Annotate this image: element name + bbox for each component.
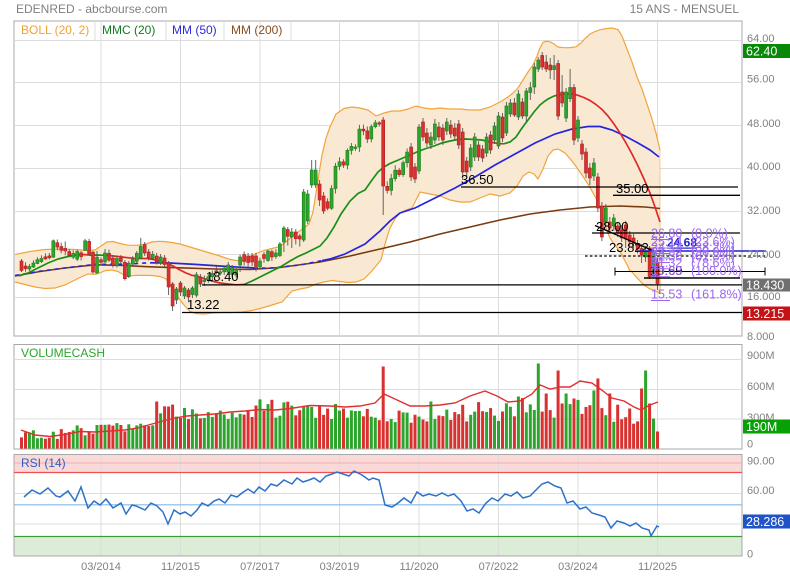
svg-text:60.00: 60.00 — [747, 485, 775, 497]
svg-text:32.000: 32.000 — [747, 205, 781, 217]
svg-text:13.22: 13.22 — [187, 297, 220, 312]
svg-text:0: 0 — [747, 439, 753, 451]
svg-text:36.50: 36.50 — [461, 172, 494, 187]
svg-text:11/2025: 11/2025 — [638, 561, 677, 573]
svg-text:24.68: 24.68 — [667, 236, 697, 250]
svg-text:RSI (14): RSI (14) — [21, 456, 66, 470]
svg-text:07/2017: 07/2017 — [240, 561, 280, 573]
svg-text:0: 0 — [747, 549, 753, 561]
svg-text:13.215: 13.215 — [746, 307, 784, 321]
svg-text:03/2014: 03/2014 — [81, 561, 121, 573]
svg-text:90.00: 90.00 — [747, 456, 775, 468]
svg-text:19.69: 19.69 — [650, 263, 683, 278]
svg-text:56.00: 56.00 — [747, 74, 775, 86]
svg-text:16.000: 16.000 — [747, 291, 781, 303]
svg-text:(78.6%): (78.6%) — [691, 256, 735, 270]
svg-text:26.80: 26.80 — [651, 227, 682, 241]
svg-text:900M: 900M — [747, 350, 775, 362]
svg-text:MMC (20): MMC (20) — [102, 23, 155, 37]
svg-text:600M: 600M — [747, 381, 775, 393]
svg-text:03/2024: 03/2024 — [558, 561, 598, 573]
svg-text:11/2020: 11/2020 — [400, 561, 439, 573]
svg-text:40.000: 40.000 — [747, 161, 781, 173]
svg-text:15.53: 15.53 — [651, 288, 682, 302]
svg-text:24.000: 24.000 — [747, 249, 781, 261]
svg-text:(61.8%): (61.8%) — [691, 250, 735, 264]
svg-text:28.00: 28.00 — [596, 219, 629, 234]
svg-text:03/2019: 03/2019 — [320, 561, 360, 573]
svg-text:EDENRED - abcbourse.com: EDENRED - abcbourse.com — [16, 2, 167, 16]
svg-text:(0.0%): (0.0%) — [691, 227, 728, 241]
svg-text:19.83: 19.83 — [651, 264, 682, 278]
svg-text:(161.8%): (161.8%) — [691, 288, 742, 302]
svg-text:23.32: 23.32 — [651, 245, 682, 259]
svg-text:15 ANS - MENSUEL: 15 ANS - MENSUEL — [630, 2, 740, 16]
svg-text:(38.2%): (38.2%) — [691, 241, 735, 255]
svg-text:22.50: 22.50 — [651, 250, 682, 264]
svg-text:VOLUMECASH: VOLUMECASH — [21, 346, 105, 360]
svg-text:(50.0%): (50.0%) — [691, 245, 735, 259]
svg-text:35.00: 35.00 — [616, 181, 649, 196]
svg-text:(23.6%): (23.6%) — [691, 235, 735, 249]
svg-text:8.000: 8.000 — [747, 331, 775, 343]
svg-text:48.000: 48.000 — [747, 118, 781, 130]
svg-text:28.286: 28.286 — [746, 515, 784, 529]
svg-text:(100.0%): (100.0%) — [691, 264, 742, 278]
svg-text:11/2015: 11/2015 — [161, 561, 200, 573]
svg-text:25.14: 25.14 — [651, 235, 682, 249]
svg-text:62.40: 62.40 — [746, 45, 777, 59]
svg-text:MM (50): MM (50) — [172, 23, 217, 37]
svg-text:64.00: 64.00 — [747, 33, 775, 45]
svg-text:07/2022: 07/2022 — [479, 561, 519, 573]
svg-text:23.822: 23.822 — [609, 240, 649, 255]
svg-text:24.14: 24.14 — [651, 241, 682, 255]
svg-text:MM (200): MM (200) — [231, 23, 282, 37]
svg-text:BOLL (20, 2): BOLL (20, 2) — [21, 23, 89, 37]
svg-text:190M: 190M — [746, 420, 777, 434]
svg-text:18.40: 18.40 — [206, 269, 239, 284]
svg-text:18.430: 18.430 — [746, 279, 784, 293]
svg-text:21.32: 21.32 — [651, 256, 682, 270]
